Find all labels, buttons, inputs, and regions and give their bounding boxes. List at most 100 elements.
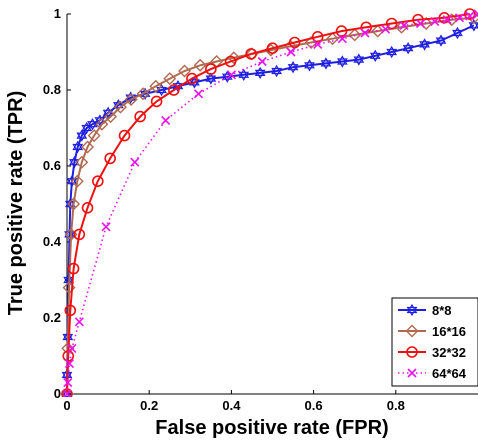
data-point xyxy=(221,70,233,83)
data-point xyxy=(76,129,88,142)
data-point xyxy=(70,174,84,188)
data-point xyxy=(124,93,138,106)
data-point xyxy=(286,47,296,57)
legend-marker xyxy=(405,324,419,338)
legend-box xyxy=(391,297,478,387)
data-point xyxy=(320,57,332,70)
legend-entry: 32*32 xyxy=(398,345,466,360)
data-point xyxy=(288,36,301,49)
data-point xyxy=(369,49,381,63)
data-point xyxy=(465,11,475,21)
data-point xyxy=(238,68,250,82)
data-point xyxy=(72,140,84,154)
data-point xyxy=(64,359,75,369)
data-point xyxy=(161,115,171,125)
data-point xyxy=(113,100,127,114)
data-point xyxy=(186,72,198,85)
data-point xyxy=(75,155,89,169)
data-point xyxy=(337,34,347,44)
legend-entry: 8*8 xyxy=(398,303,452,318)
data-point xyxy=(419,38,430,51)
x-tick-label: 0 xyxy=(63,398,70,413)
data-point xyxy=(386,45,398,59)
data-point xyxy=(63,378,73,388)
data-point xyxy=(311,30,324,43)
series-3 xyxy=(62,9,478,397)
data-point xyxy=(193,89,204,99)
legend: 8*8 16*16 32*32 64*64 xyxy=(391,297,478,387)
y-tick-label: 1 xyxy=(54,6,61,21)
data-point xyxy=(353,53,365,66)
legend-label: 64*64 xyxy=(432,366,467,381)
data-point xyxy=(430,17,440,27)
series-2 xyxy=(61,8,476,397)
data-point xyxy=(168,84,180,96)
series-line xyxy=(66,13,478,395)
data-point xyxy=(193,58,207,72)
data-point xyxy=(60,387,74,397)
data-point xyxy=(81,202,94,214)
legend-label: 8*8 xyxy=(432,303,452,318)
data-point xyxy=(335,25,348,37)
data-point xyxy=(454,13,465,23)
data-point xyxy=(226,70,236,80)
data-point xyxy=(245,48,257,60)
x-tick-label: 0.2 xyxy=(140,398,158,413)
data-point xyxy=(118,129,131,142)
data-point xyxy=(81,140,95,154)
y-tick-label: 0.6 xyxy=(43,158,61,173)
data-point xyxy=(395,20,409,34)
data-point xyxy=(266,42,279,55)
series-line xyxy=(66,13,470,395)
data-point xyxy=(66,174,78,188)
axes: 0 0.2 0.4 0.6 0.8 0 0.2 0.4 0.6 0.8 1 xyxy=(43,6,478,413)
data-point xyxy=(87,129,101,143)
series-layer xyxy=(60,8,478,397)
x-tick-label: 0.8 xyxy=(387,398,405,413)
data-point xyxy=(337,55,348,68)
y-tick-label: 0.4 xyxy=(43,234,62,249)
x-axis-title: False positive rate (FPR) xyxy=(155,417,388,439)
data-point xyxy=(205,72,217,85)
data-point xyxy=(67,262,80,275)
data-point xyxy=(87,117,98,131)
data-point xyxy=(473,9,478,19)
data-point xyxy=(399,20,409,30)
data-point xyxy=(402,41,414,55)
y-tick-label: 0 xyxy=(54,386,61,401)
data-point xyxy=(435,34,447,47)
data-point xyxy=(254,66,266,80)
data-point xyxy=(385,17,398,30)
data-point xyxy=(134,110,146,123)
data-point xyxy=(95,117,109,131)
data-point xyxy=(326,32,339,46)
data-point xyxy=(67,343,77,353)
data-point xyxy=(73,228,86,241)
y-axis-title: True positive rate (TPR) xyxy=(5,91,27,316)
data-point xyxy=(62,389,72,397)
data-point xyxy=(150,95,163,108)
data-point xyxy=(360,28,370,38)
y-tick-label: 0.8 xyxy=(43,82,61,97)
legend-marker xyxy=(406,346,418,358)
data-point xyxy=(205,63,217,75)
legend-marker xyxy=(406,303,418,317)
data-point xyxy=(412,13,424,26)
data-point xyxy=(74,317,84,327)
data-point xyxy=(224,55,237,68)
data-point xyxy=(415,18,426,29)
data-point xyxy=(442,15,452,25)
x-tick-label: 0.6 xyxy=(305,398,323,413)
data-point xyxy=(104,152,116,165)
data-point xyxy=(313,39,323,49)
data-point xyxy=(178,64,192,78)
data-point xyxy=(304,59,315,72)
data-point xyxy=(130,157,140,167)
legend-label: 16*16 xyxy=(432,324,466,339)
data-point xyxy=(136,87,150,101)
x-tick-label: 0.4 xyxy=(222,398,241,413)
data-point xyxy=(149,79,163,93)
data-point xyxy=(163,72,177,86)
data-point xyxy=(67,197,81,211)
